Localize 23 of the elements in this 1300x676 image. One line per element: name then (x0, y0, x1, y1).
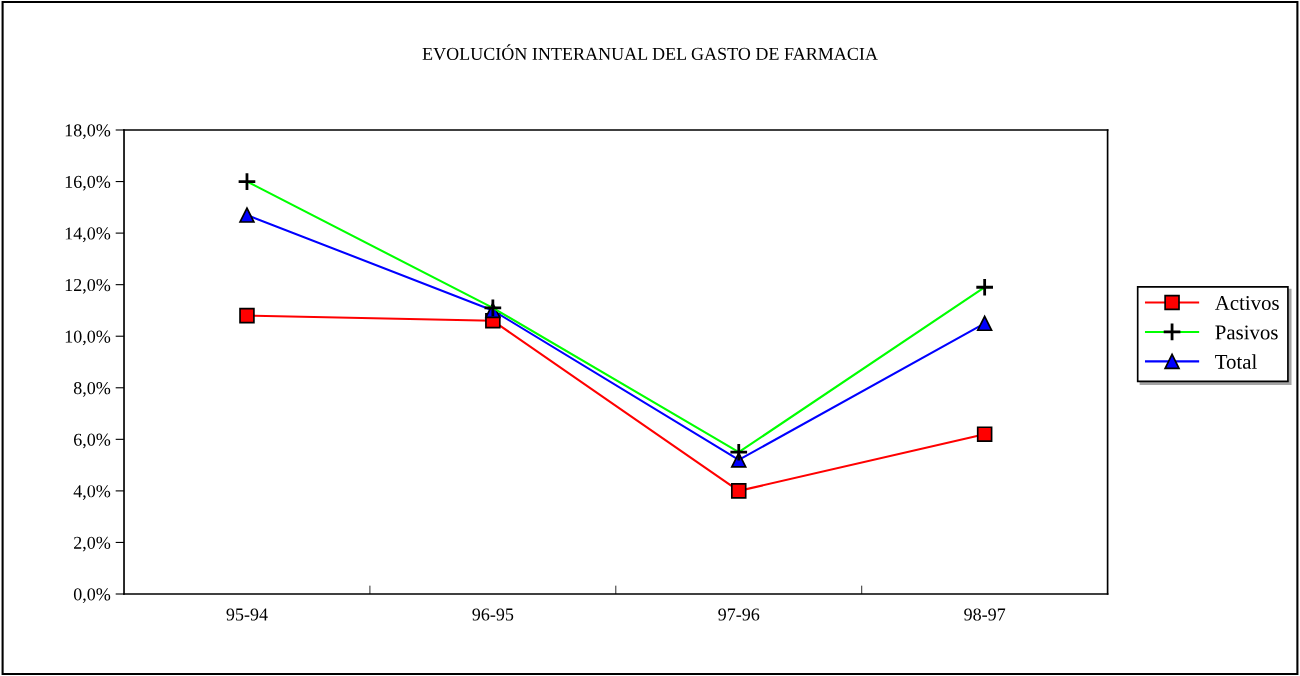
point (730, 483, 747, 499)
legend-label: Activos (1214, 296, 1279, 310)
y-tick-label: 4,0% (73, 485, 111, 500)
y-tick-label: 8,0% (73, 382, 111, 397)
legend-label: Total (1215, 354, 1257, 369)
x-tick-label: 96-95 (472, 608, 514, 621)
point (239, 207, 255, 223)
x-tick-label: 98-97 (964, 608, 1006, 621)
point (239, 307, 255, 324)
y-tick-label: 6,0% (73, 433, 111, 449)
chart-title: EVOLUCIÓN INTERANUAL DEL GASTO DE FARMACIA (422, 44, 878, 61)
point (976, 315, 993, 332)
y-tick-label: 18,0% (65, 124, 111, 140)
y-tick-label: 12,0% (65, 278, 111, 294)
y-tick-label: 16,0% (65, 175, 111, 191)
y-tick-label: 14,0% (65, 227, 111, 243)
x-tick-label: 97-96 (718, 608, 760, 621)
x-tick-label: 95-94 (226, 608, 268, 621)
y-tick-label: 10,0% (65, 330, 111, 346)
legend-label: Pasivos (1215, 325, 1278, 340)
point (976, 426, 993, 442)
y-tick-label: 0,0% (73, 588, 111, 604)
y-tick-label: 2,0% (74, 536, 111, 552)
